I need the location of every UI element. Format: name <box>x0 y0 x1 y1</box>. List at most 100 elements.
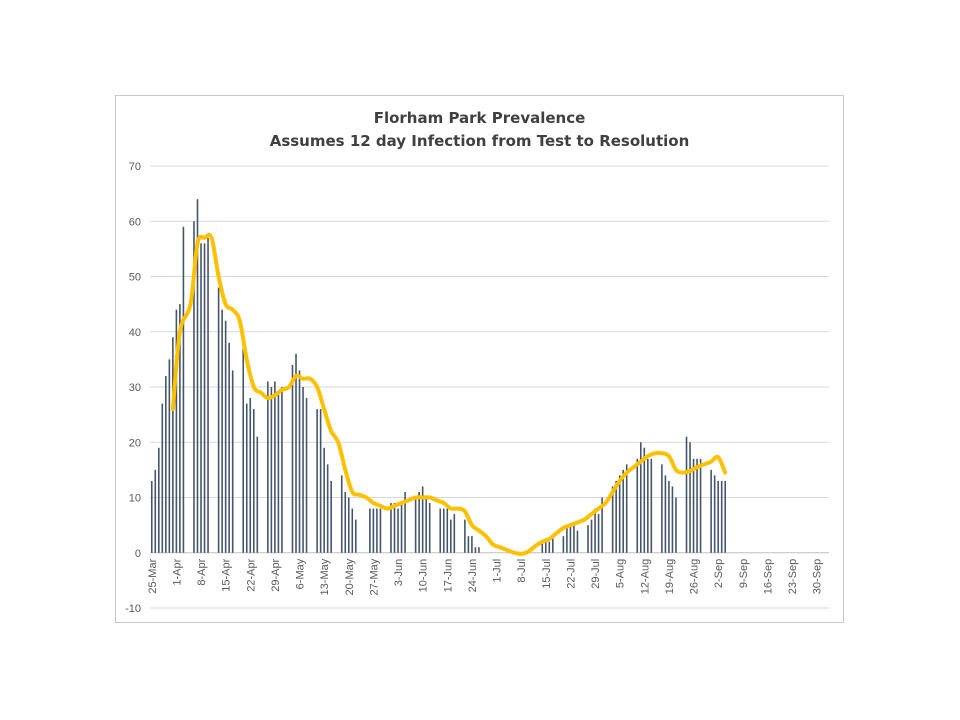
x-tick-label: 6-May <box>295 558 307 589</box>
bar <box>601 497 603 553</box>
bar <box>228 342 230 553</box>
bar <box>720 480 723 553</box>
bar <box>344 491 347 553</box>
bar <box>590 519 593 553</box>
x-tick-label: 29-Jul <box>590 559 602 589</box>
bar <box>566 525 568 553</box>
bar <box>224 320 227 553</box>
bar <box>231 370 234 553</box>
x-tick-label: 26-Aug <box>689 559 701 594</box>
x-tick-label: 10-Jun <box>418 559 430 593</box>
y-tick-label: 70 <box>129 161 141 173</box>
bar <box>182 226 185 553</box>
y-tick-label: 10 <box>129 493 141 505</box>
bar <box>217 287 220 553</box>
bar <box>425 497 427 553</box>
bar <box>699 458 702 553</box>
x-tick-label: 3-Jun <box>393 559 405 587</box>
bar <box>330 480 332 553</box>
bar <box>168 359 171 553</box>
bar <box>668 480 670 553</box>
bar <box>562 536 565 553</box>
x-tick-label: 1-Apr <box>171 558 183 585</box>
bar <box>692 458 695 553</box>
bar <box>587 525 589 553</box>
bar <box>541 541 544 553</box>
x-tick-label: 22-Jul <box>565 559 577 589</box>
bar <box>696 458 698 553</box>
bar <box>326 464 329 553</box>
x-tick-label: 2-Sep <box>713 559 725 588</box>
chart-title: Florham Park Prevalence <box>373 109 586 127</box>
y-tick-label: 0 <box>135 548 141 560</box>
bar <box>442 508 445 553</box>
bar <box>594 508 596 553</box>
y-tick-label: 20 <box>129 437 141 449</box>
bar <box>150 480 153 553</box>
bar <box>277 392 280 553</box>
line-series-path <box>170 232 728 556</box>
x-tick-label: 20-May <box>344 558 356 595</box>
bar <box>622 469 624 553</box>
x-tick-label: 8-Jul <box>516 559 528 583</box>
bar <box>274 381 276 553</box>
bar-series <box>150 199 727 553</box>
bar <box>474 547 477 553</box>
bar <box>372 508 375 553</box>
x-tick-label: 22-Apr <box>245 558 257 591</box>
bar <box>478 547 480 553</box>
x-tick-label: 25-Mar <box>147 558 159 593</box>
bar <box>689 442 691 553</box>
x-tick-label: 5-Aug <box>615 559 627 588</box>
bar <box>573 525 575 553</box>
bar <box>661 464 663 553</box>
chart-subtitle: Assumes 12 day Infection from Test to Re… <box>269 132 690 150</box>
bar <box>414 497 417 553</box>
y-axis-ticks: -10 0 10 20 30 40 50 60 70 <box>125 161 141 615</box>
x-tick-label: 9-Sep <box>738 559 750 588</box>
y-tick-label: -10 <box>125 603 141 615</box>
bar <box>713 475 716 553</box>
bar <box>221 309 223 553</box>
bar <box>597 514 600 553</box>
bar <box>347 497 350 553</box>
bar <box>172 337 174 553</box>
bar <box>717 480 719 553</box>
x-tick-label: 1-Jul <box>492 559 504 583</box>
bar <box>369 508 371 553</box>
bar <box>576 530 579 553</box>
line-series <box>170 232 728 556</box>
gridlines <box>150 165 829 609</box>
bar <box>439 508 442 553</box>
bar <box>675 497 677 553</box>
bar <box>154 469 157 553</box>
x-tick-label: 17-Jun <box>442 559 454 593</box>
bar <box>397 508 399 553</box>
bar <box>544 541 547 553</box>
bar <box>647 458 649 553</box>
bar <box>552 536 554 553</box>
x-tick-label: 8-Apr <box>196 558 208 585</box>
bar <box>200 243 202 553</box>
bar <box>450 519 452 553</box>
bar <box>390 503 392 553</box>
bar <box>650 458 653 553</box>
bar <box>446 508 449 553</box>
x-tick-label: 15-Apr <box>221 558 233 591</box>
bar <box>471 536 473 553</box>
bar <box>615 480 617 553</box>
bar <box>625 464 628 553</box>
bar <box>724 480 727 553</box>
bar <box>193 221 195 553</box>
x-tick-label: 16-Sep <box>762 559 774 594</box>
bar <box>404 491 406 553</box>
x-tick-label: 19-Aug <box>664 559 676 594</box>
bar <box>161 403 164 553</box>
bar <box>548 541 551 553</box>
bar <box>207 237 209 553</box>
bar <box>281 387 283 553</box>
bar <box>569 525 572 553</box>
bar <box>305 398 308 553</box>
bar <box>379 508 382 553</box>
bar <box>464 519 466 553</box>
